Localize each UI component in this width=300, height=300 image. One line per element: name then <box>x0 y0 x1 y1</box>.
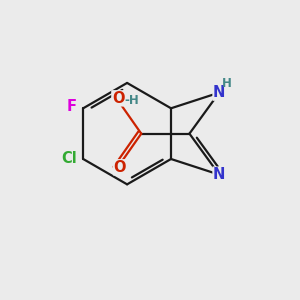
Text: F: F <box>67 99 77 114</box>
Text: H: H <box>221 77 231 90</box>
Text: N: N <box>213 85 225 100</box>
Text: N: N <box>213 167 225 182</box>
Text: Cl: Cl <box>61 152 77 166</box>
Text: O: O <box>112 91 124 106</box>
Text: -H: -H <box>124 94 139 107</box>
Text: O: O <box>114 160 126 175</box>
